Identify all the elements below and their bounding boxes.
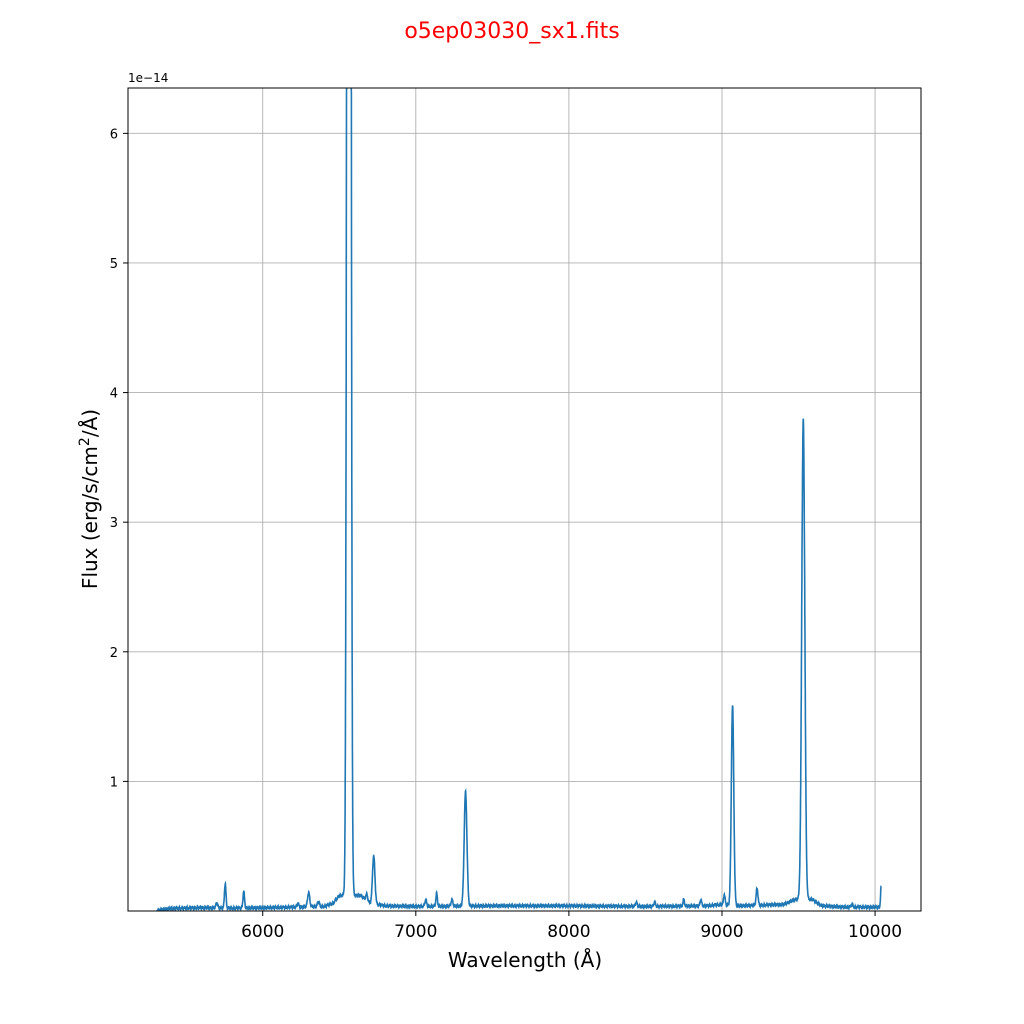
x-axis-label: Wavelength (Å): [448, 948, 602, 972]
plot-frame: [127, 87, 922, 912]
y-offset-text: 1e−14: [128, 71, 168, 85]
y-tick-label: 6: [110, 127, 118, 142]
y-tick-label: 4: [110, 387, 118, 402]
grid-lines: [128, 88, 921, 911]
spectrum-line: [156, 88, 882, 911]
y-axis-label-suffix: /Å): [78, 409, 102, 437]
x-tick-label: 10000: [848, 922, 902, 942]
x-tick-label: 7000: [394, 922, 437, 942]
y-axis-label-prefix: Flux (erg/s/cm: [78, 446, 102, 589]
x-tick-label: 9000: [700, 922, 743, 942]
y-tick-label: 5: [110, 257, 118, 272]
y-axis-label-sup: 2: [77, 437, 93, 446]
y-axis-label: Flux (erg/s/cm2/Å): [77, 409, 102, 589]
y-axis-ticks: 1 2 3 4 5 6: [110, 127, 128, 790]
spectrum-series: [156, 88, 882, 911]
x-tick-label: 6000: [241, 922, 284, 942]
x-tick-label: 8000: [547, 922, 590, 942]
chart-title: o5ep03030_sx1.fits: [404, 19, 619, 44]
y-tick-label: 3: [110, 516, 118, 531]
y-tick-label: 1: [110, 775, 118, 790]
x-axis-ticks: 6000 7000 8000 9000 10000: [241, 911, 902, 942]
y-tick-label: 2: [110, 646, 118, 661]
